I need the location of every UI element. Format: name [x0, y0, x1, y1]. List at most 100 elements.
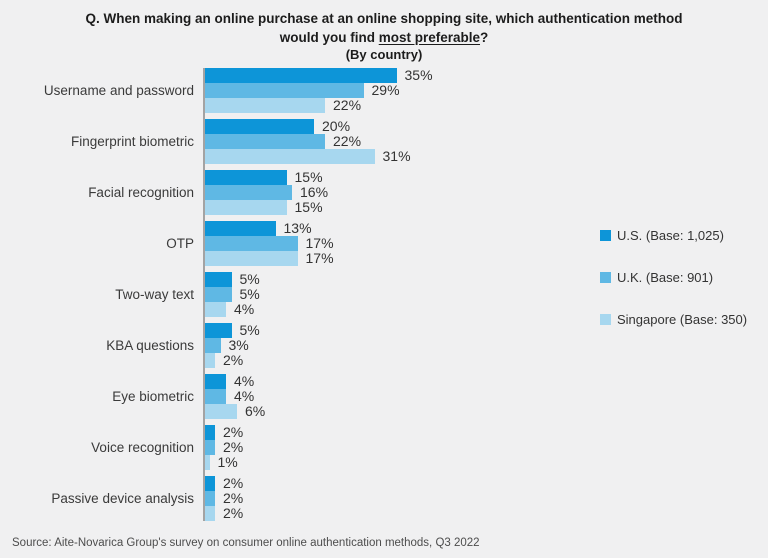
bar-row: 5%: [204, 323, 260, 338]
bar-segment: [204, 68, 397, 83]
bar-group: Eye biometric 4% 4% 6%: [0, 374, 768, 419]
title-line-2: would you find most preferable?: [0, 28, 768, 47]
bar-value-label: 4%: [234, 301, 255, 317]
bar-segment: [204, 287, 232, 302]
bar-segment: [204, 200, 287, 215]
bar-segment: [204, 119, 314, 134]
chart-title: Q. When making an online purchase at an …: [0, 0, 768, 63]
bar-value-label: 2%: [223, 505, 244, 521]
bar-group: Passive device analysis 2% 2% 2%: [0, 476, 768, 521]
bar-group: KBA questions 5% 3% 2%: [0, 323, 768, 368]
bar-segment: [204, 251, 298, 266]
bar-segment: [204, 134, 325, 149]
title-line-2-pre: would you find: [279, 30, 379, 45]
bar-segment: [204, 425, 215, 440]
bar-value-label: 5%: [239, 286, 260, 302]
bar-segment: [204, 221, 276, 236]
category-label: KBA questions: [106, 337, 194, 353]
bar-group: Username and password 35% 29% 22%: [0, 68, 768, 113]
bar-value-label: 1%: [217, 454, 238, 470]
bar-value-label: 17%: [305, 235, 334, 251]
bar-row: 2%: [204, 506, 243, 521]
bar-segment: [204, 353, 215, 368]
bar-row: 2%: [204, 440, 243, 455]
bar-value-label: 15%: [294, 169, 323, 185]
bar-group: Voice recognition 2% 2% 1%: [0, 425, 768, 470]
legend-swatch-icon: [600, 272, 611, 283]
bar-value-label: 22%: [333, 97, 362, 113]
bar-value-label: 20%: [322, 118, 351, 134]
bar-row: 1%: [204, 455, 243, 470]
category-bars: 13% 17% 17%: [204, 221, 334, 266]
legend-item: U.K. (Base: 901): [600, 270, 747, 285]
bar-segment: [204, 455, 210, 470]
category-label: Two-way text: [115, 286, 194, 302]
bar-segment: [204, 374, 226, 389]
legend-swatch-icon: [600, 314, 611, 325]
bar-row: 4%: [204, 302, 260, 317]
category-bars: 15% 16% 15%: [204, 170, 328, 215]
bar-value-label: 22%: [333, 133, 362, 149]
category-bars: 2% 2% 2%: [204, 476, 243, 521]
bar-value-label: 6%: [245, 403, 266, 419]
bar-segment: [204, 404, 237, 419]
bar-group: Two-way text 5% 5% 4%: [0, 272, 768, 317]
bar-segment: [204, 476, 215, 491]
bar-segment: [204, 236, 298, 251]
bar-row: 17%: [204, 236, 334, 251]
bar-value-label: 29%: [371, 82, 400, 98]
bar-row: 35%: [204, 68, 433, 83]
bar-value-label: 2%: [223, 475, 244, 491]
y-axis-line: [203, 68, 205, 521]
bar-segment: [204, 302, 226, 317]
bar-groups: Username and password 35% 29% 22% Fingerprin…: [0, 68, 768, 521]
bar-segment: [204, 149, 375, 164]
bar-segment: [204, 272, 232, 287]
category-label: Passive device analysis: [51, 490, 194, 506]
chart-subtitle: (By country): [345, 47, 423, 62]
bar-row: 2%: [204, 353, 260, 368]
bar-row: 5%: [204, 272, 260, 287]
bar-row: 20%: [204, 119, 411, 134]
legend-item: Singapore (Base: 350): [600, 312, 747, 327]
bar-row: 2%: [204, 491, 243, 506]
bar-row: 6%: [204, 404, 265, 419]
category-label: Eye biometric: [112, 388, 194, 404]
bar-value-label: 35%: [404, 67, 433, 83]
source-note: Source: Aite-Novarica Group's survey on …: [12, 537, 480, 549]
bar-row: 2%: [204, 425, 243, 440]
bar-segment: [204, 389, 226, 404]
bar-row: 29%: [204, 83, 433, 98]
bar-value-label: 15%: [294, 199, 323, 215]
legend-label: U.S. (Base: 1,025): [617, 228, 724, 243]
bar-row: 15%: [204, 200, 328, 215]
bar-segment: [204, 491, 215, 506]
bar-value-label: 2%: [223, 424, 244, 440]
bar-segment: [204, 185, 292, 200]
bar-value-label: 3%: [228, 337, 249, 353]
title-line-1: Q. When making an online purchase at an …: [85, 11, 683, 26]
category-bars: 35% 29% 22%: [204, 68, 433, 113]
category-bars: 20% 22% 31%: [204, 119, 411, 164]
bar-row: 22%: [204, 134, 411, 149]
category-label: Facial recognition: [88, 184, 194, 200]
bar-segment: [204, 323, 232, 338]
bar-segment: [204, 170, 287, 185]
bar-chart: Username and password 35% 29% 22% Fingerprin…: [0, 68, 768, 521]
legend-label: U.K. (Base: 901): [617, 270, 714, 285]
title-underlined-phrase: most preferable: [378, 30, 481, 45]
category-label: Fingerprint biometric: [70, 133, 194, 149]
bar-value-label: 2%: [223, 490, 244, 506]
bar-value-label: 5%: [239, 322, 260, 338]
bar-segment: [204, 83, 364, 98]
bar-value-label: 31%: [382, 148, 411, 164]
bar-row: 17%: [204, 251, 334, 266]
bar-value-label: 4%: [234, 388, 255, 404]
legend-item: U.S. (Base: 1,025): [600, 228, 747, 243]
bar-value-label: 17%: [305, 250, 334, 266]
bar-group: Fingerprint biometric 20% 22% 31%: [0, 119, 768, 164]
bar-value-label: 16%: [300, 184, 329, 200]
bar-row: 3%: [204, 338, 260, 353]
bar-value-label: 13%: [283, 220, 312, 236]
